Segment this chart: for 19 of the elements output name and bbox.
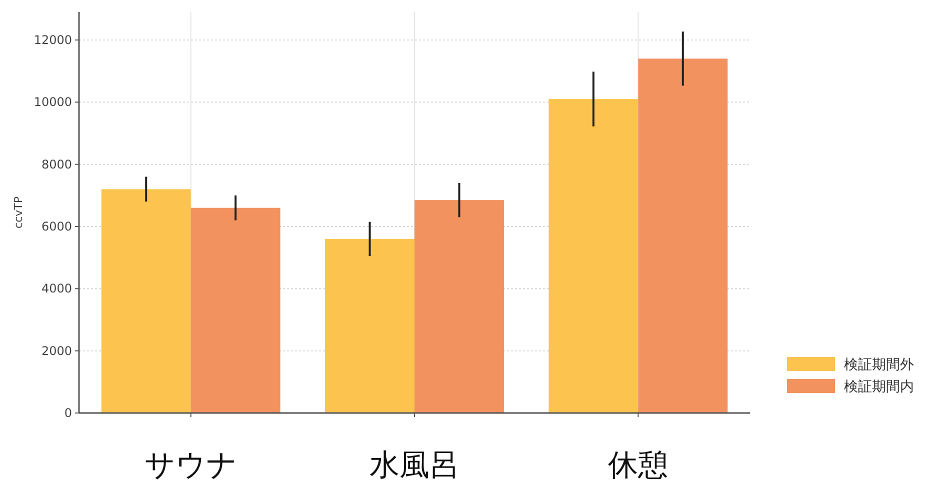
y-tick-label: 2000 bbox=[41, 344, 72, 358]
legend-label: 検証期間外 bbox=[844, 357, 914, 373]
x-tick-label: サウナ bbox=[144, 448, 238, 483]
y-tick-label: 6000 bbox=[41, 219, 72, 234]
y-tick-label: 8000 bbox=[41, 157, 72, 172]
bar bbox=[548, 99, 638, 413]
y-tick-label: 12000 bbox=[34, 32, 72, 47]
y-tick-label: 4000 bbox=[41, 282, 72, 296]
y-tick-label: 0 bbox=[64, 406, 72, 420]
legend-label: 検証期間内 bbox=[844, 379, 914, 395]
bar bbox=[325, 238, 414, 413]
y-axis-title: ccvTP bbox=[12, 196, 25, 228]
x-tick-label: 休憩 bbox=[608, 448, 668, 483]
bar bbox=[190, 208, 280, 413]
x-tick-label: 水風呂 bbox=[370, 448, 460, 483]
bar bbox=[101, 189, 191, 413]
bar bbox=[638, 58, 728, 413]
bar bbox=[414, 200, 504, 413]
y-tick-label: 10000 bbox=[34, 95, 72, 110]
